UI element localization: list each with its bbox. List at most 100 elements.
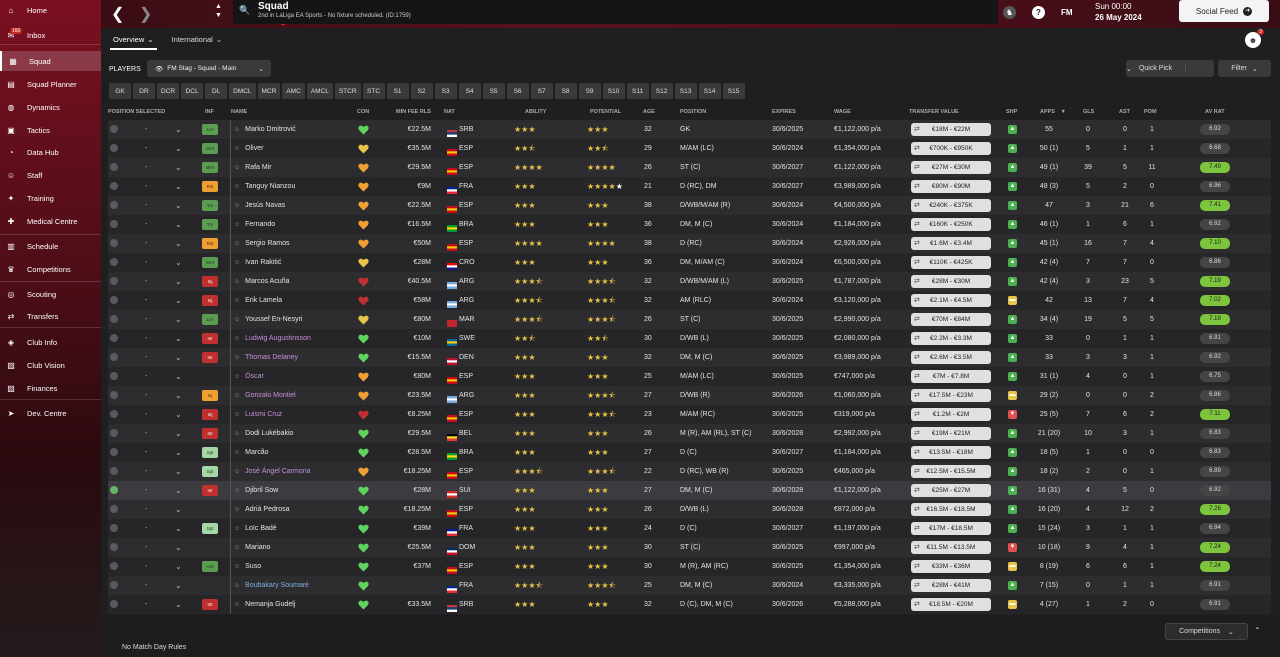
nationality[interactable]: DEN xyxy=(459,354,474,361)
position-selected[interactable]: - xyxy=(145,392,148,399)
table-row[interactable]: - ⌄ Wnt ☺ Ivan Rakitić €28M CRO ★★★ ★★★ 36 DM, M/A… xyxy=(108,253,1271,272)
transfer-value[interactable]: €33M - €36M xyxy=(911,560,991,573)
transfer-value[interactable]: €28M - €41M xyxy=(911,579,991,592)
position-selected[interactable]: - xyxy=(145,449,148,456)
player-name[interactable]: ☺ Dodi Lukébakio xyxy=(234,424,293,443)
nationality[interactable]: ESP xyxy=(459,202,474,209)
transfer-value[interactable]: €18.5M - €20M xyxy=(911,598,991,611)
nationality[interactable]: ESP xyxy=(459,373,474,380)
match-day-rules[interactable]: No Match Day Rules xyxy=(122,644,187,651)
table-row[interactable]: - ⌄ Lrn ☺ Marko Dmitrović €22.5M SRB ★★★ ★★★ 32 GK… xyxy=(108,120,1271,139)
select-checkbox[interactable] xyxy=(110,144,118,152)
col-shp[interactable]: SHP xyxy=(1006,109,1018,115)
table-row[interactable]: - ⌄ Wnt ☺ Rafa Mir €29.5M ESP ★★★★ ★★★★ 26 ST (C) 3… xyxy=(108,158,1271,177)
table-row[interactable]: - ⌄ Rst ☺ Tanguy Nianzou €9M FRA ★★★ ★★★★★ 21 D (R… xyxy=(108,177,1271,196)
position-dropdown-icon[interactable]: ⌄ xyxy=(175,277,182,286)
position-filter-dl[interactable]: DL xyxy=(205,83,228,99)
nationality[interactable]: ARG xyxy=(459,392,475,399)
player-name[interactable]: ☺ Oliver xyxy=(234,139,263,158)
table-row[interactable]: - ⌄ Inj ☺ Marcos Acuña €40.5M ARG ★★★⯪ ★★★⯪ 32 D/W… xyxy=(108,272,1271,291)
position-dropdown-icon[interactable]: ⌄ xyxy=(175,239,182,248)
nationality[interactable]: BEL xyxy=(459,430,473,437)
position-dropdown-icon[interactable]: ⌄ xyxy=(175,486,182,495)
position-filter-s13[interactable]: S13 xyxy=(674,83,697,99)
transfer-value[interactable]: €2.1M - €4.5M xyxy=(911,294,991,307)
sidebar-item-data-hub[interactable]: ◔ Data Hub xyxy=(0,142,101,162)
transfer-value[interactable]: €12.5M - €15.5M xyxy=(911,465,991,478)
history-arrows-icon[interactable]: ▲ ▼ xyxy=(215,3,222,19)
table-row[interactable]: - ⌄ Spt ☺ Loïc Badé €39M FRA ★★★ ★★★ 24 D (C) 30/6/… xyxy=(108,519,1271,538)
position-filter-stc[interactable]: STC xyxy=(362,83,385,99)
player-name[interactable]: ☺ Marcos Acuña xyxy=(234,272,290,291)
sidebar-item-transfers[interactable]: ⇄ Transfers xyxy=(0,306,101,326)
select-checkbox[interactable] xyxy=(110,125,118,133)
select-checkbox[interactable] xyxy=(110,372,118,380)
position-selected[interactable]: - xyxy=(145,202,148,209)
select-checkbox[interactable] xyxy=(110,486,118,494)
position-dropdown-icon[interactable]: ⌄ xyxy=(175,201,182,210)
nationality[interactable]: ESP xyxy=(459,506,474,513)
filter-button[interactable]: Filter ⌄ xyxy=(1218,60,1271,77)
position-dropdown-icon[interactable]: ⌄ xyxy=(175,296,182,305)
nationality[interactable]: ESP xyxy=(459,145,474,152)
table-row[interactable]: - ⌄ ☺ Adrià Pedrosa €18.25M ESP ★★★ ★★★ 26 D/WB (… xyxy=(108,500,1271,519)
nationality[interactable]: SRB xyxy=(459,601,474,608)
col-expires[interactable]: EXPIRES xyxy=(772,109,796,115)
col-pom[interactable]: POM xyxy=(1144,109,1157,115)
table-row[interactable]: - ⌄ ☺ Óscar €80M ESP ★★★ ★★★ 25 M/AM (LC) 30/6/202… xyxy=(108,367,1271,386)
position-filter-dcl[interactable]: DCL xyxy=(181,83,204,99)
transfer-value[interactable]: €13.5M - €18M xyxy=(911,446,991,459)
back-icon[interactable]: ❮ xyxy=(111,6,125,23)
position-filter-stcr[interactable]: STCR xyxy=(334,83,361,99)
col-con[interactable]: CON xyxy=(357,109,370,115)
player-name[interactable]: ☺ Erik Lamela xyxy=(234,291,282,310)
col-age[interactable]: AGE xyxy=(643,109,655,115)
position-selected[interactable]: - xyxy=(145,164,148,171)
nationality[interactable]: ARG xyxy=(459,297,475,304)
col-position[interactable]: POSITION xyxy=(680,109,707,115)
transfer-value[interactable]: €700K - €950K xyxy=(911,142,991,155)
position-filter-s8[interactable]: S8 xyxy=(554,83,577,99)
table-row[interactable]: - ⌄ Int ☺ Thomas Delaney €15.5M DEN ★★★ ★★★ 32 DM,… xyxy=(108,348,1271,367)
player-name[interactable]: ☺ Djibril Sow xyxy=(234,481,278,500)
position-dropdown-icon[interactable]: ⌄ xyxy=(175,543,182,552)
position-filter-s3[interactable]: S3 xyxy=(434,83,457,99)
player-name[interactable]: ☺ Luismi Cruz xyxy=(234,405,282,424)
position-dropdown-icon[interactable]: ⌄ xyxy=(175,581,182,590)
position-selected[interactable]: - xyxy=(145,354,148,361)
position-dropdown-icon[interactable]: ⌄ xyxy=(175,429,182,438)
position-dropdown-icon[interactable]: ⌄ xyxy=(175,334,182,343)
position-selected[interactable]: - xyxy=(145,563,148,570)
table-row[interactable]: - ⌄ Int ☺ Nemanja Gudelj €33.5M SRB ★★★ ★★★ 32 D (… xyxy=(108,595,1271,614)
select-checkbox[interactable] xyxy=(110,163,118,171)
position-filter-dcr[interactable]: DCR xyxy=(157,83,180,99)
position-dropdown-icon[interactable]: ⌄ xyxy=(175,258,182,267)
table-row[interactable]: - ⌄ Rst ☺ Sergio Ramos €50M ESP ★★★★ ★★★★ 38 D (RC… xyxy=(108,234,1271,253)
search-icon[interactable]: 🔍 xyxy=(239,5,251,15)
nationality[interactable]: BRA xyxy=(459,449,474,456)
position-dropdown-icon[interactable]: ⌄ xyxy=(175,562,182,571)
player-name[interactable]: ☺ Boubakary Soumaré xyxy=(234,576,309,595)
position-filter-s15[interactable]: S15 xyxy=(722,83,745,99)
achievements-icon[interactable]: ♞ xyxy=(1003,6,1016,19)
position-filter-dr[interactable]: DR xyxy=(133,83,155,99)
position-selected[interactable]: - xyxy=(145,525,148,532)
nationality[interactable]: FRA xyxy=(459,582,473,589)
position-filter-s4[interactable]: S4 xyxy=(458,83,481,99)
transfer-value[interactable]: €17M - €18.5M xyxy=(911,522,991,535)
position-filter-gk[interactable]: GK xyxy=(109,83,131,99)
transfer-value[interactable]: €27M - €30M xyxy=(911,161,991,174)
player-name[interactable]: ☺ Nemanja Gudelj xyxy=(234,595,295,614)
nationality[interactable]: ESP xyxy=(459,563,474,570)
col-min-fee[interactable]: MIN FEE RLS xyxy=(396,109,431,115)
nationality[interactable]: SWE xyxy=(459,335,475,342)
transfer-value[interactable]: €28M - €30M xyxy=(911,275,991,288)
select-checkbox[interactable] xyxy=(110,581,118,589)
game-date[interactable]: Sun 00:00 26 May 2024 xyxy=(1095,1,1142,23)
quick-pick-button[interactable]: Quick Pick ⌄ xyxy=(1126,60,1214,77)
position-dropdown-icon[interactable]: ⌄ xyxy=(175,220,182,229)
transfer-value[interactable]: €1.2M - €2M xyxy=(911,408,991,421)
player-name[interactable]: ☺ Thomas Delaney xyxy=(234,348,298,367)
position-dropdown-icon[interactable]: ⌄ xyxy=(175,144,182,153)
select-checkbox[interactable] xyxy=(110,410,118,418)
